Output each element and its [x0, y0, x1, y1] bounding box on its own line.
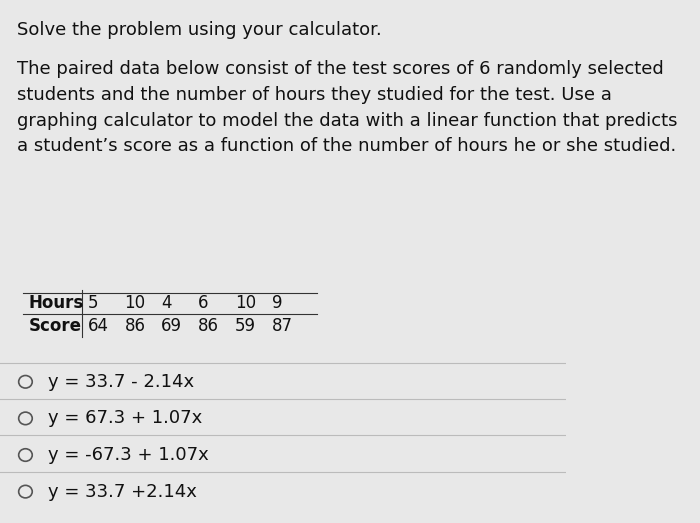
Text: 86: 86	[198, 316, 219, 335]
Text: 10: 10	[125, 294, 146, 312]
Text: 9: 9	[272, 294, 282, 312]
Text: Hours: Hours	[28, 294, 83, 312]
Text: Solve the problem using your calculator.: Solve the problem using your calculator.	[17, 21, 382, 39]
Text: y = -67.3 + 1.07x: y = -67.3 + 1.07x	[48, 446, 209, 464]
Text: 69: 69	[161, 316, 182, 335]
Text: y = 67.3 + 1.07x: y = 67.3 + 1.07x	[48, 410, 202, 427]
Text: The paired data below consist of the test scores of 6 randomly selected
students: The paired data below consist of the tes…	[17, 60, 678, 155]
Text: 86: 86	[125, 316, 146, 335]
Text: 4: 4	[161, 294, 172, 312]
Text: 87: 87	[272, 316, 293, 335]
Text: 6: 6	[198, 294, 209, 312]
Text: 5: 5	[88, 294, 98, 312]
Text: y = 33.7 - 2.14x: y = 33.7 - 2.14x	[48, 373, 194, 391]
Text: y = 33.7 +2.14x: y = 33.7 +2.14x	[48, 483, 197, 501]
Text: 10: 10	[234, 294, 256, 312]
Text: 64: 64	[88, 316, 108, 335]
Text: Score: Score	[28, 316, 81, 335]
Text: 59: 59	[234, 316, 255, 335]
